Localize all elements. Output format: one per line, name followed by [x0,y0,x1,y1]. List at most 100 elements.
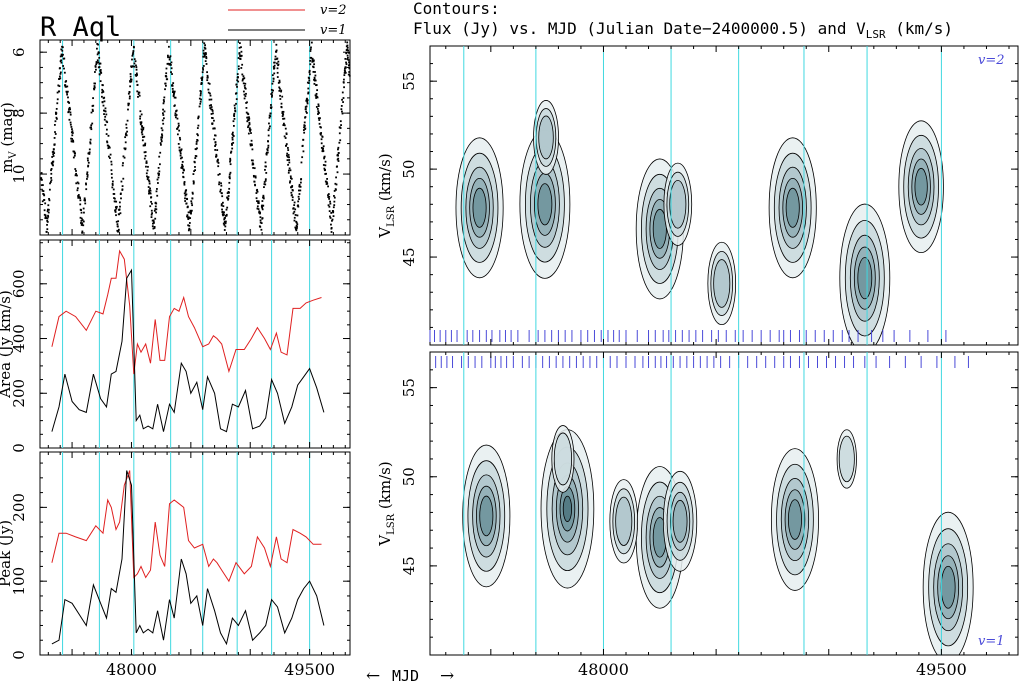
lightcurve-point [135,80,138,83]
lightcurve-point [211,110,214,112]
lightcurve-point [129,85,132,88]
contour-title-main: Flux (Jy) vs. MJD (Julian Date−2400000.5… [413,19,866,38]
lightcurve-point [144,151,147,153]
series-line-v1 [51,268,325,433]
lightcurve-point [90,124,93,127]
lightcurve-point [235,83,238,86]
lightcurve-point [178,146,181,149]
lightcurve-point [133,65,136,68]
lightcurve-point [165,67,168,70]
lightcurve-point [140,113,143,116]
lightcurve-point [236,79,239,82]
lightcurve-point [316,96,319,99]
lightcurve-point [248,127,251,130]
lightcurve-point [107,144,109,147]
lightcurve-point [324,164,327,167]
lightcurve-point [242,75,245,78]
lightcurve-point [118,208,121,211]
lightcurve-point [267,129,270,132]
lightcurve-point [222,201,224,204]
lightcurve-point [58,85,61,88]
lightcurve-point [103,113,105,115]
lightcurve-point [68,118,71,121]
lightcurve-point [273,67,276,70]
lightcurve-point [95,68,97,71]
lightcurve-point [280,89,283,92]
lightcurve-point [333,196,336,199]
lightcurve-point [217,165,220,168]
lightcurve-point [50,167,53,170]
lightcurve-point [231,133,234,136]
contour_v1-label: v=1 [978,634,1005,649]
lightcurve-point [229,163,232,166]
lightcurve-point [296,225,298,228]
lightcurve-point [81,231,83,234]
lightcurve-point [133,46,135,49]
lightcurve-point [149,189,152,192]
lightcurve-point [96,47,98,50]
lightcurve-point [170,61,173,64]
lightcurve-point [227,197,230,200]
lightcurve-point [130,80,133,83]
lightcurve-point [125,134,128,137]
lightcurve-point [209,94,212,97]
lightcurve-point [253,175,255,178]
lightcurve-point [206,76,209,79]
lightcurve-point [151,212,153,215]
lightcurve-point [282,110,285,113]
lightcurve-point [46,223,48,226]
lightcurve-point [207,82,210,85]
lightcurve-point [345,63,348,66]
lightcurve-point [133,58,136,61]
lightcurve-point [88,153,91,155]
lightcurve-point [261,206,264,209]
lightcurve-point [325,172,328,175]
lightcurve-point [337,157,340,160]
lightcurve-point [89,142,92,145]
lightcurve-point [51,156,54,158]
lightcurve-point [237,76,239,79]
lightcurve-point [233,117,236,120]
lightcurve-point [245,111,248,114]
lightcurve-point [207,91,210,94]
lightcurve-point [284,127,287,130]
lightcurve-point [267,140,269,143]
lightcurve-point [160,143,162,146]
lightcurve-point [281,115,284,118]
lightcurve-point [42,193,45,196]
lightcurve-point [333,200,336,203]
lightcurve-point [117,228,120,231]
lightcurve-point [139,117,142,120]
lightcurve-point [144,155,147,157]
lightcurve-point [119,212,122,215]
y-label-sub: LSR [386,205,397,226]
lightcurve-point [42,190,45,192]
lightcurve-point [52,153,55,156]
lightcurve-point [299,181,302,184]
lightcurve-point [254,175,257,178]
lightcurve-point [348,74,351,77]
lightcurve-point [54,133,57,135]
lightcurve-point [257,200,260,203]
lightcurve-point [93,88,96,91]
lightcurve-point [122,155,125,158]
lightcurve-point [101,95,103,98]
lightcurve-point [313,78,316,81]
lightcurve-point [86,175,89,178]
lightcurve-point [150,200,152,203]
lightcurve-point [69,123,72,126]
lightcurve-point [336,165,338,168]
lightcurve-point [188,217,190,220]
lightcurve-point [326,181,328,184]
lightcurve-point [145,161,148,164]
lightcurve-point [246,101,248,104]
lightcurve-point [173,90,176,93]
lightcurve-point [302,129,305,131]
y-tick-label: 0 [10,650,28,660]
lightcurve-point [57,84,60,87]
lightcurve-point [137,95,139,98]
lightcurve-point [289,169,292,172]
contour_v2-contours [455,100,944,345]
y-tick-label: 400 [10,324,28,353]
contour_v2-label: v=2 [978,53,1005,68]
